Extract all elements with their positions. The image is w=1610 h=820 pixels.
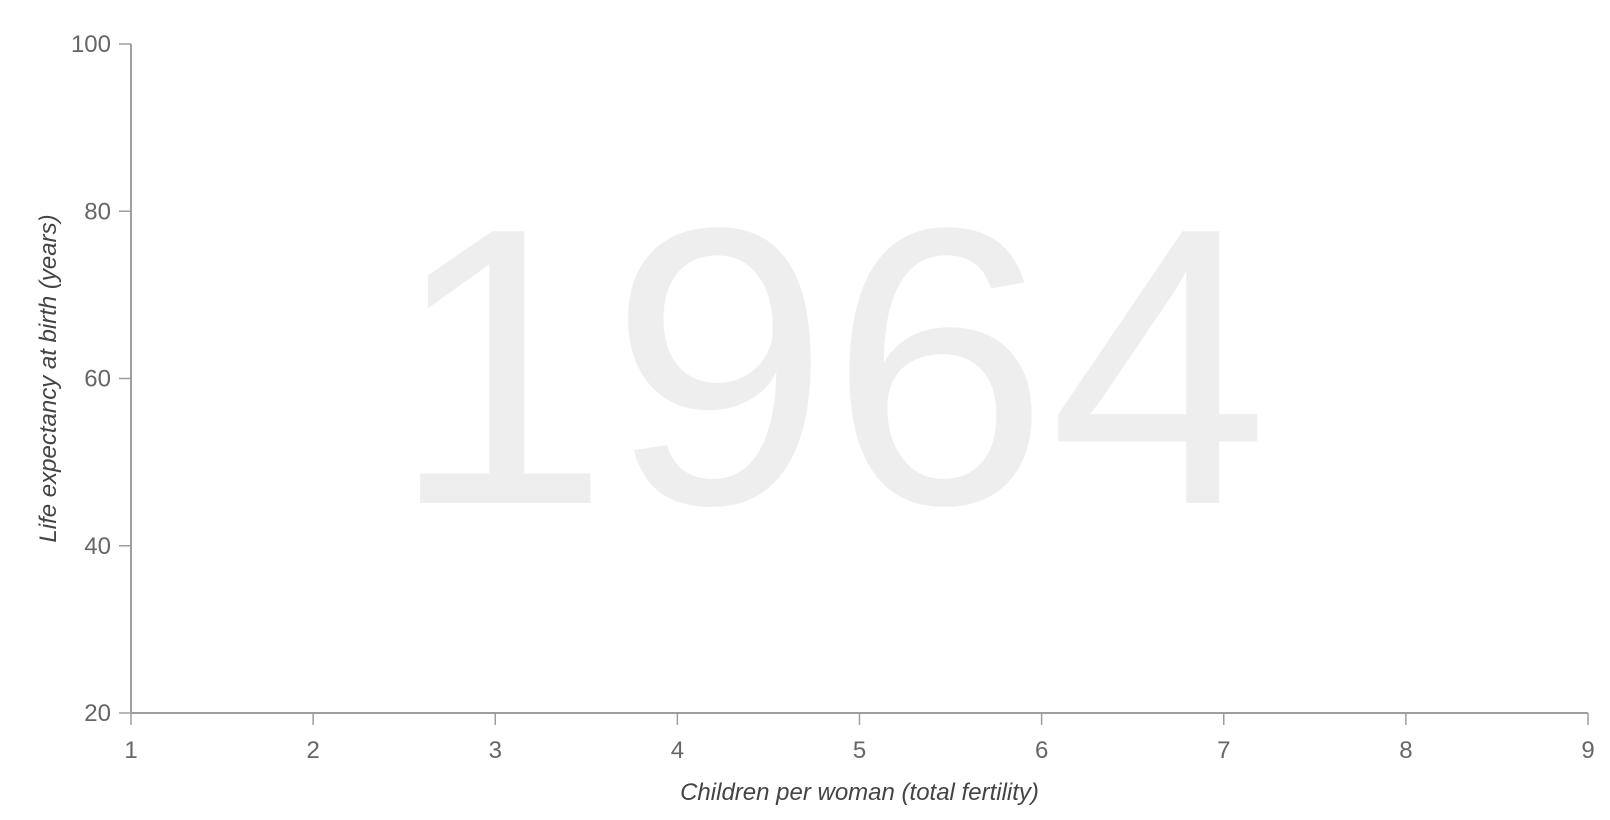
year-watermark: 1964 (390, 145, 1269, 587)
y-tick-label: 100 (71, 31, 111, 58)
x-axis-title: Children per woman (total fertility) (680, 779, 1039, 806)
x-tick-label: 4 (671, 737, 684, 764)
x-tick-label: 3 (489, 737, 502, 764)
y-tick-label: 60 (84, 366, 111, 393)
x-tick-label: 7 (1217, 737, 1230, 764)
y-tick-label: 40 (84, 533, 111, 560)
y-tick-label: 80 (84, 198, 111, 225)
x-tick-label: 9 (1581, 737, 1594, 764)
x-tick-label: 6 (1035, 737, 1048, 764)
x-tick-label: 8 (1399, 737, 1412, 764)
y-tick-label: 20 (84, 700, 111, 727)
x-axis-ticks: 1 2 3 4 5 6 7 8 9 (124, 713, 1595, 764)
x-tick-label: 1 (124, 737, 137, 764)
y-axis-title: Life expectancy at birth (years) (35, 214, 62, 542)
y-axis-ticks: 20 40 60 80 100 (71, 31, 131, 727)
x-tick-label: 2 (306, 737, 319, 764)
x-tick-label: 5 (853, 737, 866, 764)
